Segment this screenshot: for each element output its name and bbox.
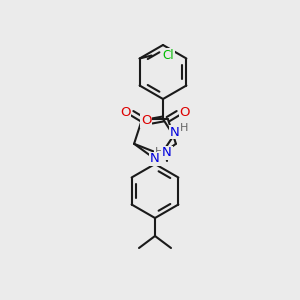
Text: O: O — [180, 106, 190, 119]
Text: Cl: Cl — [163, 49, 174, 62]
Text: H: H — [180, 123, 188, 133]
Text: O: O — [120, 106, 130, 119]
Text: H: H — [155, 147, 163, 157]
Text: N: N — [150, 152, 160, 166]
Text: N: N — [170, 125, 180, 139]
Text: N: N — [162, 146, 172, 160]
Text: O: O — [141, 115, 151, 128]
